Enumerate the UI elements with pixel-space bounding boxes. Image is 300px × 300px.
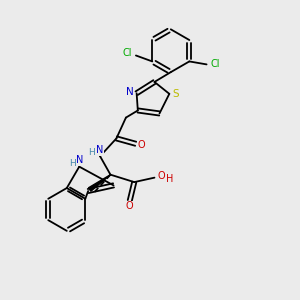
Text: N: N bbox=[126, 87, 134, 97]
Text: H: H bbox=[166, 174, 174, 184]
Text: N: N bbox=[96, 145, 104, 155]
Text: O: O bbox=[125, 202, 133, 212]
Text: S: S bbox=[172, 89, 179, 99]
Text: H: H bbox=[69, 159, 76, 168]
Text: Cl: Cl bbox=[210, 59, 220, 69]
Text: H: H bbox=[88, 148, 95, 157]
Text: O: O bbox=[157, 171, 165, 181]
Text: N: N bbox=[76, 155, 83, 165]
Text: Cl: Cl bbox=[123, 47, 132, 58]
Text: O: O bbox=[138, 140, 146, 150]
Polygon shape bbox=[88, 175, 110, 191]
